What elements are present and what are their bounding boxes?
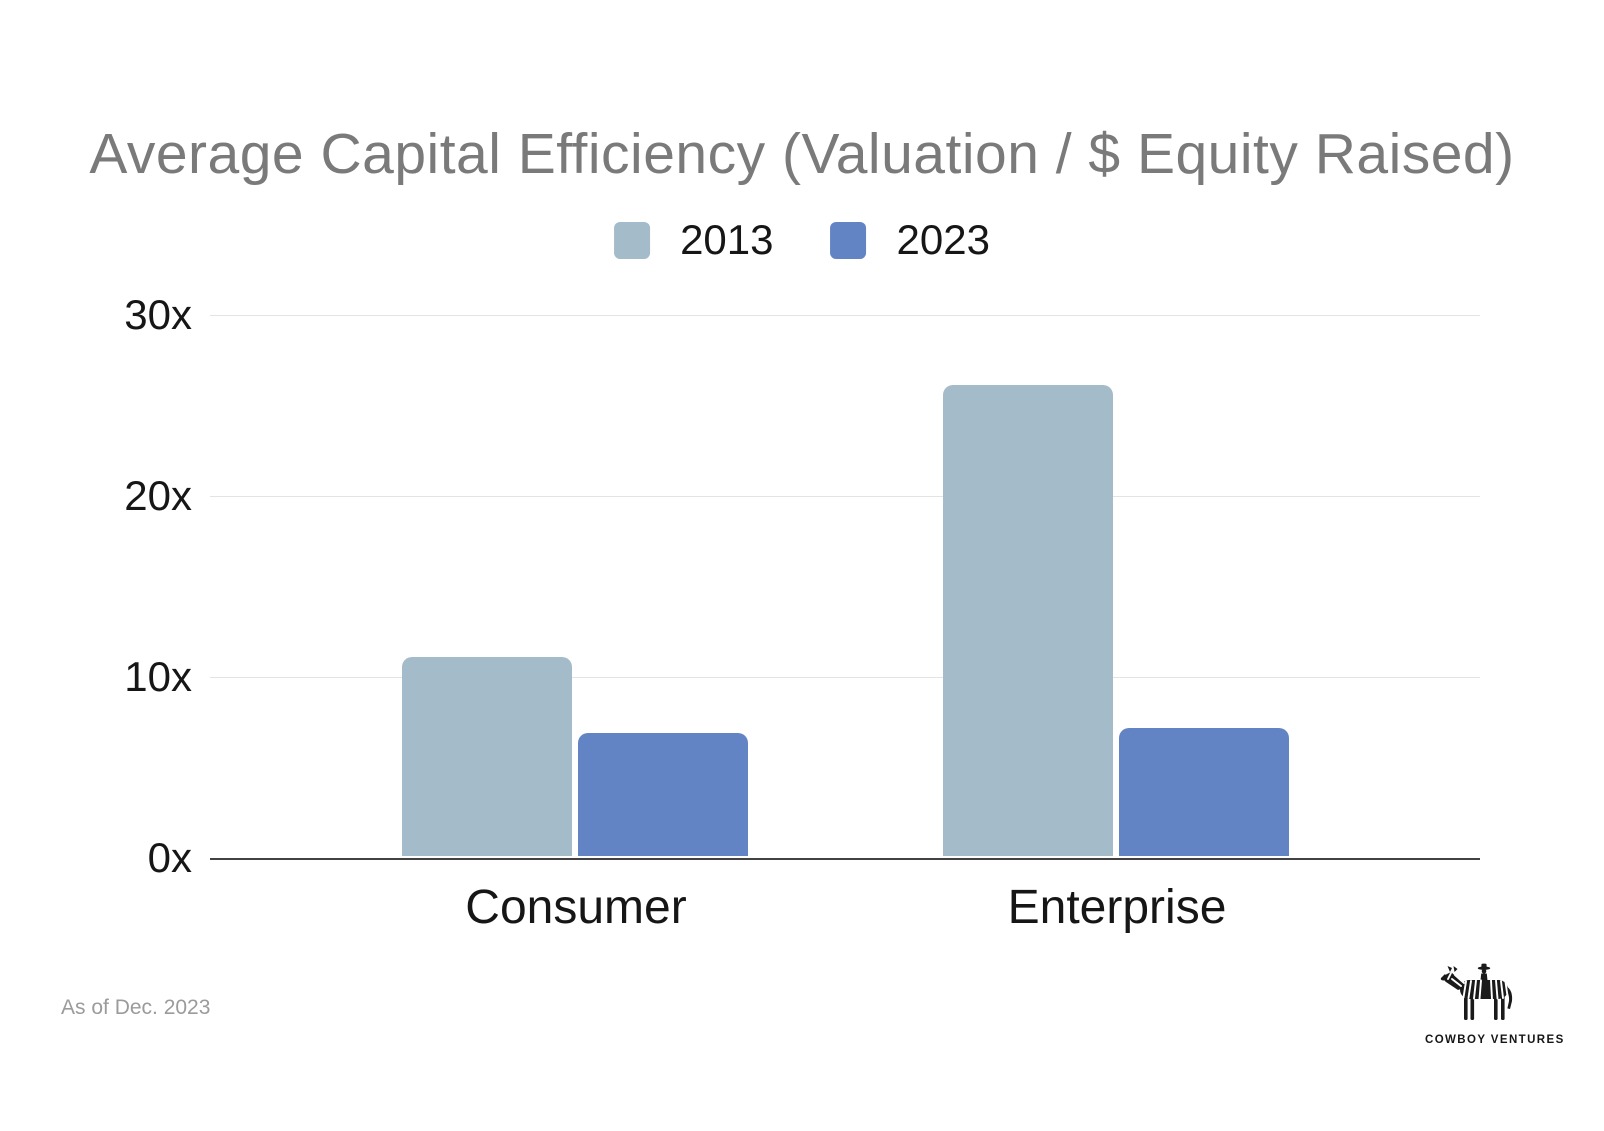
legend-label-2013: 2013 [680,216,774,263]
legend-item-2013: 2013 [614,216,774,263]
category-label-consumer: Consumer [465,881,687,934]
y-tick-label-30x: 30x [124,291,192,338]
legend-item-2023: 2023 [830,216,990,263]
chart-title: Average Capital Efficiency (Valuation / … [89,122,1515,186]
bar-2023-consumer [578,732,748,856]
gridline-20x [210,496,1480,497]
category-label-enterprise: Enterprise [1007,881,1227,934]
legend-label-2023: 2023 [896,216,990,263]
legend-swatch-2013 [614,221,651,259]
footnote: As of Dec. 2023 [61,996,211,1019]
legend: 2013 2023 [614,219,990,261]
bar-2013-enterprise [943,385,1113,856]
bar-2013-consumer [402,656,572,856]
cowboy-ventures-logo: COWBOY VENTURES [1425,963,1565,1046]
gridline-10x [210,677,1480,678]
y-tick-label-10x: 10x [124,653,192,700]
bar-2023-enterprise [1119,727,1289,856]
x-axis-line [210,858,1480,860]
plot-area: 30x 20x 10x 0x [124,294,1480,879]
gridline-30x [210,315,1480,316]
y-tick-label-20x: 20x [124,472,192,519]
logo-text: COWBOY VENTURES [1425,1034,1565,1046]
legend-swatch-2023 [830,221,867,259]
zebra-cowboy-icon [1440,963,1513,1020]
y-tick-label-0x: 0x [147,834,192,881]
